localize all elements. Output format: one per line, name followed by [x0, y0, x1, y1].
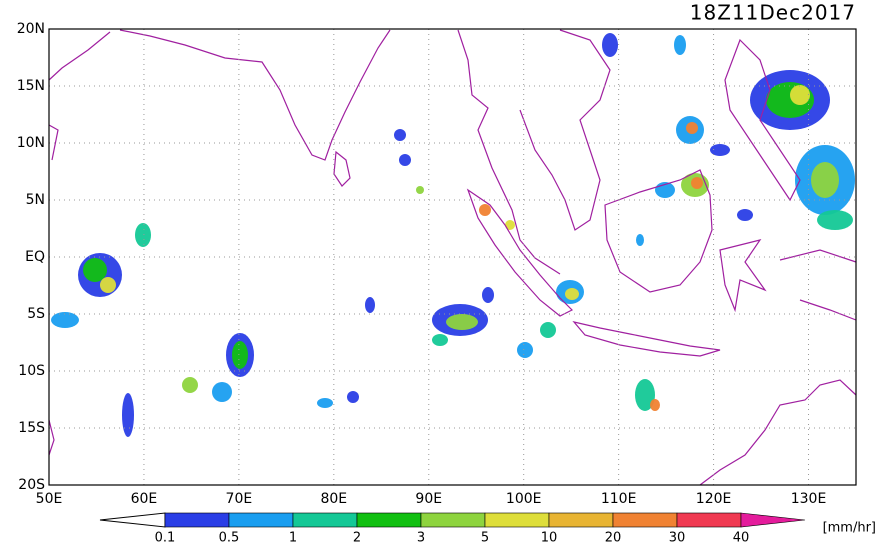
colorbar-bin [612, 512, 678, 528]
coast-australia [699, 379, 857, 486]
precip-area [135, 223, 151, 247]
lat-label: 10N [17, 135, 45, 151]
precip-area [686, 122, 698, 134]
colorbar-bin [164, 512, 230, 528]
precip-area [635, 379, 655, 411]
colorbar-label: 10 [541, 531, 558, 544]
colorbar: 0.1 0.5 1 2 3 5 10 20 30 40 [99, 512, 806, 544]
precip-area [182, 377, 198, 393]
lat-label: 15N [17, 78, 45, 94]
lon-label: 80E [320, 491, 347, 507]
precip-area [691, 177, 703, 189]
precip-area [650, 399, 660, 411]
lat-label: 5S [27, 306, 45, 322]
lon-label: 50E [36, 491, 63, 507]
lon-label: 100E [506, 491, 542, 507]
coastlines [48, 29, 857, 486]
precip-area [100, 277, 116, 293]
colorbar-label: 40 [733, 531, 750, 544]
precip-area [83, 258, 107, 282]
lon-label: 120E [696, 491, 732, 507]
precip-area [565, 288, 579, 300]
coast-borneo [604, 169, 713, 293]
colorbar-bin [292, 512, 358, 528]
precip-area [365, 297, 375, 313]
graticule [49, 29, 856, 485]
lon-label: 130E [791, 491, 827, 507]
colorbar-unit: [mm/hr] [823, 521, 876, 536]
colorbar-label: 30 [669, 531, 686, 544]
precip-area [399, 154, 411, 166]
colorbar-label: 0.5 [219, 531, 240, 544]
precip-area [674, 35, 686, 55]
colorbar-low-arrow [99, 512, 166, 528]
colorbar-high-arrow [740, 512, 806, 528]
lat-label: 15S [18, 420, 45, 436]
colorbar-label: 5 [481, 531, 489, 544]
map-title: 18Z11Dec2017 [690, 1, 856, 25]
colorbar-label: 3 [417, 531, 425, 544]
precip-area [710, 144, 730, 156]
precip-area [416, 186, 424, 194]
precip-area [517, 342, 533, 358]
precip-area [790, 85, 810, 105]
coast-sumatra [466, 188, 574, 317]
colorbar-bin [548, 512, 614, 528]
lat-label: 5N [26, 192, 45, 208]
colorbar-label: 2 [353, 531, 361, 544]
colorbar-bin [420, 512, 486, 528]
coast-java [572, 321, 721, 357]
coast-sulawesi [719, 239, 767, 313]
coast-india [119, 29, 391, 161]
precip-area [817, 210, 853, 230]
colorbar-label: 0.1 [155, 531, 176, 544]
precip-area [432, 334, 448, 346]
precip-areas [51, 33, 855, 437]
precip-area [479, 204, 491, 216]
precip-area [602, 33, 618, 57]
lat-label: 20S [18, 477, 45, 493]
lat-label: 10S [18, 363, 45, 379]
lon-label: 90E [415, 491, 442, 507]
precip-area [737, 209, 753, 221]
precip-area [482, 287, 494, 303]
precip-area [540, 322, 556, 338]
precip-area [232, 341, 248, 369]
coast-newguinea [779, 249, 857, 321]
coast-arabia [48, 31, 111, 456]
precip-area [347, 391, 359, 403]
precip-area [636, 234, 644, 246]
colorbar-label: 1 [289, 531, 297, 544]
lon-label: 60E [131, 491, 158, 507]
coast-srilanka [333, 150, 351, 187]
lat-label: 20N [17, 21, 45, 37]
precip-area [317, 398, 333, 408]
precip-area [505, 220, 515, 230]
lon-label: 110E [601, 491, 637, 507]
colorbar-bin [356, 512, 422, 528]
colorbar-bin [676, 512, 742, 528]
colorbar-label: 20 [605, 531, 622, 544]
colorbar-bin [484, 512, 550, 528]
precip-area [394, 129, 406, 141]
precip-area [811, 162, 839, 198]
lon-label: 70E [226, 491, 253, 507]
precip-area [51, 312, 79, 328]
precip-area [212, 382, 232, 402]
lat-label: EQ [25, 249, 45, 265]
precip-area [122, 393, 134, 437]
coast-philippines [724, 38, 801, 202]
coast-indochina [457, 29, 611, 275]
precip-area [446, 314, 478, 330]
colorbar-bin [228, 512, 294, 528]
map-frame [48, 28, 857, 486]
